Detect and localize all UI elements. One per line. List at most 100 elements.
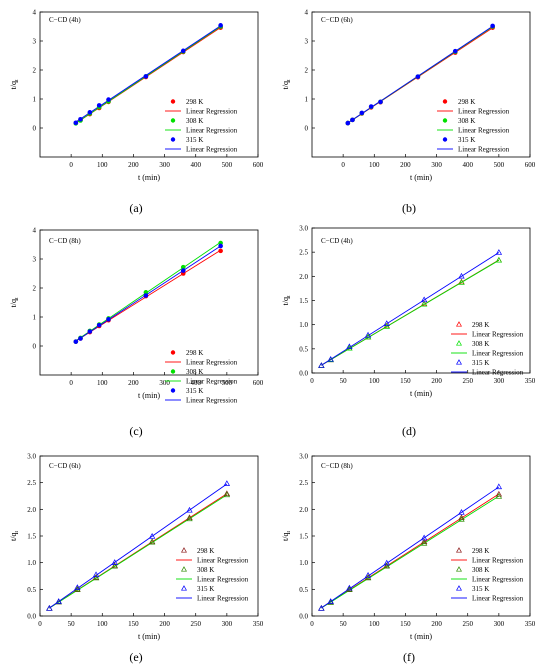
legend-marker [181,585,187,591]
data-point [143,293,149,298]
x-tick-label: 400 [190,161,201,169]
data-point [92,571,100,578]
y-axis-label: t/qt [9,531,20,541]
x-tick-label: 500 [222,161,233,169]
data-point [359,110,365,116]
y-tick-label: 3.0 [299,453,308,461]
y-tick-label: 0.0 [27,613,36,621]
y-tick-label: 2 [33,285,37,293]
y-tick-label: 1 [305,96,309,104]
y-tick-label: 0 [33,125,37,133]
data-point [111,562,118,569]
x-tick-label: 100 [369,620,380,628]
x-tick-label: 300 [494,377,505,385]
y-tick-label: 0.5 [299,586,308,594]
data-point [458,509,465,515]
x-tick-label: 600 [525,161,536,169]
x-tick-label: 100 [97,161,108,169]
data-point [364,331,372,338]
legend-label: 315 K [458,136,475,144]
data-point [180,268,186,273]
x-tick-label: 300 [159,161,170,169]
data-point [73,339,79,344]
data-point [223,480,231,486]
data-point [218,243,223,249]
data-point [111,559,118,565]
y-tick-label: 3.0 [27,453,36,461]
chart-panel: 0 50 100 150 200 250 300 350 0.0 0.5 1.0 1.5 2.0 2.5 3… [9,453,264,665]
x-tick-label: 300 [159,379,170,387]
y-tick-label: 0 [305,125,309,133]
x-tick-label: 0 [69,161,73,169]
data-point [46,605,53,611]
y-tick-label: 2 [305,67,309,75]
legend-label: Linear Regression [472,331,524,339]
data-point [420,534,428,541]
legend-label: Linear Regression [186,378,238,386]
data-point [458,514,465,521]
x-tick-label: 150 [400,620,411,628]
y-tick-label: 1.5 [27,533,36,541]
data-point [383,323,390,329]
legend-label: 308 K [197,566,214,574]
legend-label: Linear Regression [197,557,249,565]
data-point [96,322,102,328]
chart-panel: 0 100 200 300 400 500 600 0 1 2 3 4 t (min) t/qt C−CD … [9,227,264,439]
chart-panel: 0 100 200 300 400 500 600 0 1 2 3 4 t (min) t/qt C−CD … [281,9,536,216]
legend-label: 308 K [472,566,489,574]
legend-label: Linear Regression [186,146,238,154]
legend-label: 298 K [458,98,475,106]
panel-caption: (e) [129,650,142,664]
data-point [106,97,111,102]
data-point [143,290,149,295]
data-point [495,493,503,499]
legend-label: Linear Regression [458,108,510,116]
data-point [327,598,334,604]
legend-label: Linear Regression [472,350,524,358]
data-point [495,249,503,255]
legend-label: 315 K [197,585,214,593]
x-tick-label: 50 [68,620,76,628]
legend-label: 308 K [186,117,203,125]
x-tick-label: 0 [310,377,314,385]
plot-frame [39,229,259,376]
data-point [350,117,355,123]
legend-label: Linear Regression [472,595,524,603]
data-point [180,48,186,54]
panel-annotation: C−CD (4h) [321,237,353,245]
data-point [143,74,149,79]
y-tick-label: 0.0 [299,613,308,621]
x-tick-label: 50 [340,377,348,385]
x-tick-label: 500 [222,379,233,387]
data-point [490,23,495,29]
legend-label: Linear Regression [472,557,524,565]
legend-label: Linear Regression [472,576,524,584]
data-point [364,571,372,578]
x-tick-label: 350 [253,620,264,628]
y-tick-label: 2 [33,67,37,75]
y-tick-label: 1.5 [299,533,308,541]
panel-annotation: C−CD (6h) [49,462,81,470]
data-point [92,574,100,581]
x-tick-label: 350 [525,377,536,385]
data-point [223,491,231,498]
y-tick-label: 3 [33,38,37,46]
y-tick-label: 3 [33,256,37,264]
legend-marker [442,118,448,123]
x-tick-label: 600 [253,379,264,387]
data-point [78,117,83,122]
legend-label: Linear Regression [186,359,238,367]
data-point [318,605,325,611]
legend-label: Linear Regression [197,595,249,603]
y-tick-label: 4 [33,227,37,235]
chart-panel: 0 50 100 150 200 250 300 350 0.0 0.5 1.0 1.5 2.0 2.5 3… [281,225,536,439]
y-tick-label: 4 [305,9,309,17]
x-tick-label: 300 [494,620,505,628]
data-point [364,574,372,581]
x-axis-label: t (min) [138,173,160,182]
data-point [318,362,325,368]
y-tick-label: 1.0 [299,321,308,329]
data-point [186,515,193,522]
legend-marker [181,566,187,572]
x-tick-label: 50 [340,620,348,628]
